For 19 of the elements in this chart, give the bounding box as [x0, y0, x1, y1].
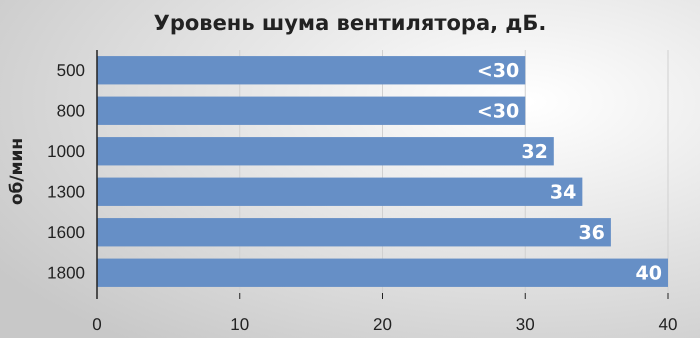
- x-tick-label: 10: [230, 315, 250, 334]
- data-label: 34: [550, 181, 576, 204]
- x-tick-label: 20: [373, 315, 392, 334]
- data-label: <30: [476, 100, 520, 122]
- data-label: <30: [476, 60, 520, 82]
- y-tick-label: 1000: [47, 142, 85, 162]
- y-axis-title: об/мин: [7, 138, 27, 206]
- x-tick-label: 30: [516, 315, 535, 334]
- y-tick-label: 500: [56, 61, 85, 80]
- data-label: 36: [578, 222, 605, 244]
- chart-title: Уровень шума вентилятора, дБ.: [154, 11, 546, 35]
- y-tick-label: 800: [56, 102, 85, 121]
- y-tick-label: 1300: [47, 182, 85, 202]
- y-tick-label: 1800: [47, 264, 85, 283]
- x-tick-label: 0: [92, 315, 102, 334]
- data-label: 32: [521, 140, 548, 163]
- y-tick-label: 1600: [47, 223, 85, 242]
- data-label: 40: [636, 262, 662, 284]
- x-tick-label: 40: [658, 315, 678, 334]
